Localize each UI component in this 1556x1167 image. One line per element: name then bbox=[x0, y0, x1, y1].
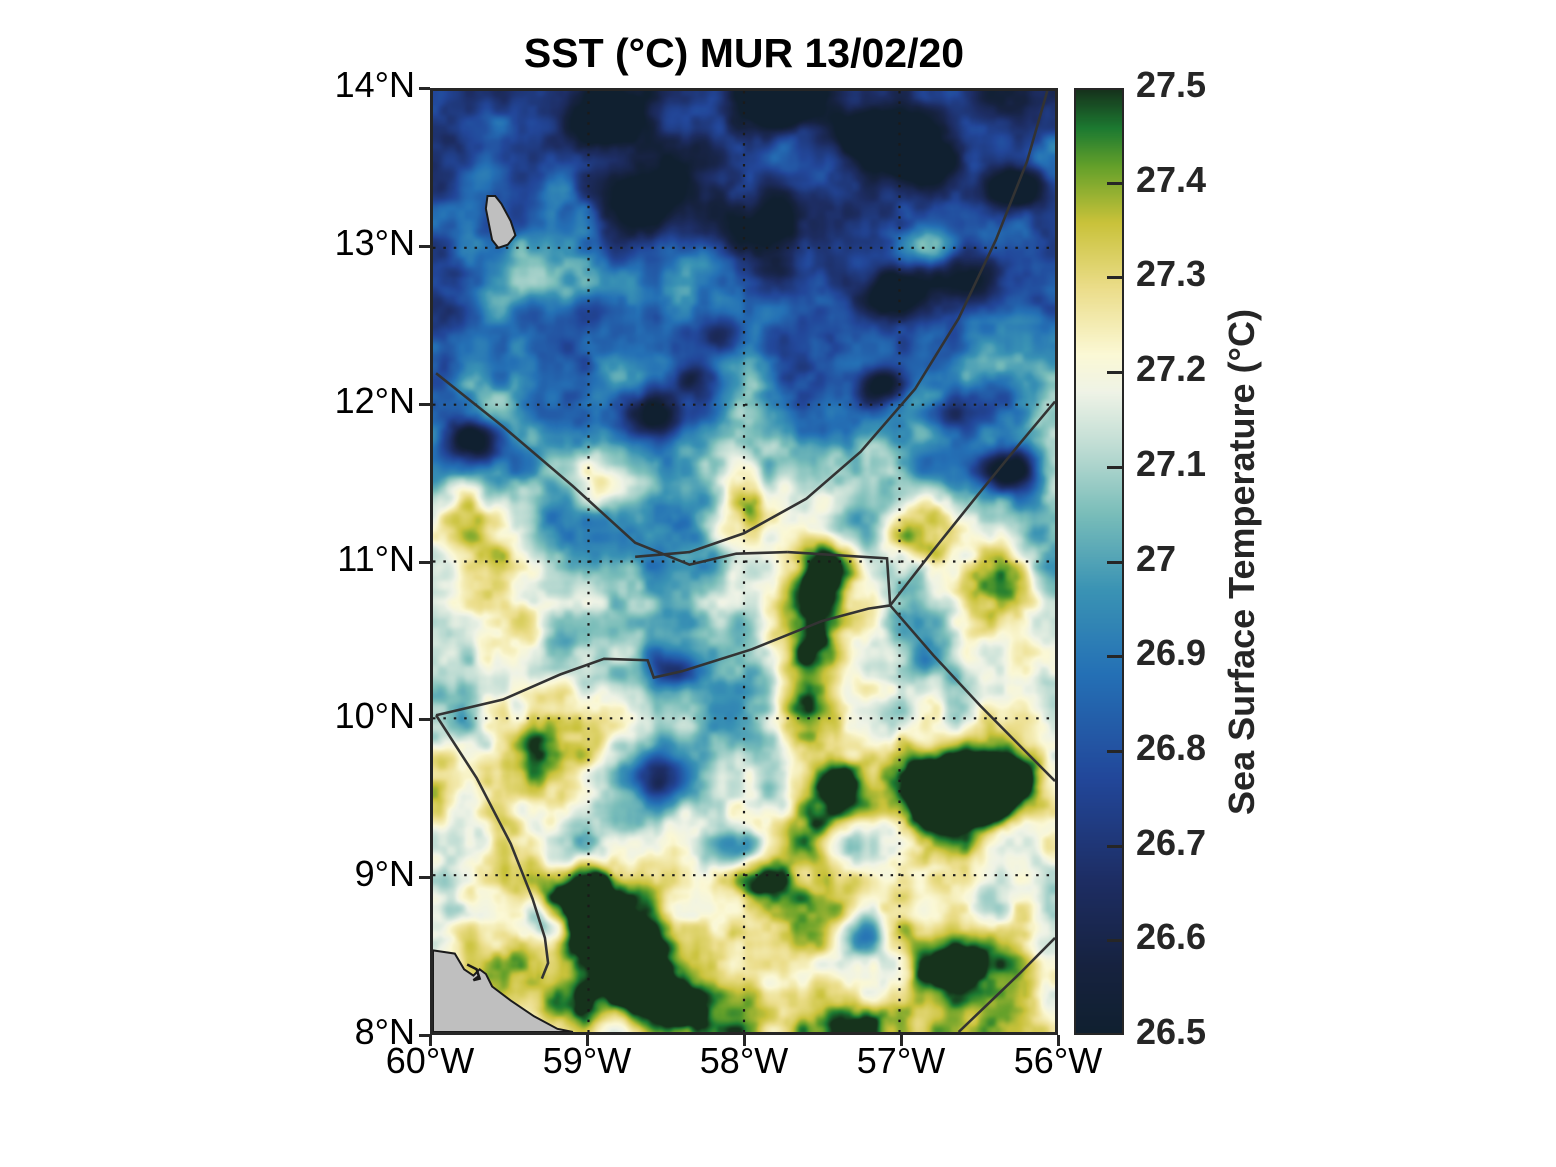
y-axis-tick-mark bbox=[419, 718, 430, 722]
coastal-inlet-detail bbox=[466, 963, 482, 982]
y-axis-tick-mark bbox=[419, 876, 430, 880]
colorbar-tick-mark bbox=[1107, 844, 1122, 848]
colorbar-tick-label: 26.9 bbox=[1136, 632, 1207, 674]
y-axis-tick-mark bbox=[419, 1034, 430, 1037]
eez-line-northwest-diagonal bbox=[435, 372, 788, 567]
colorbar-tick-mark bbox=[1107, 371, 1122, 375]
y-axis-tick-label: 8°N bbox=[354, 1011, 415, 1052]
eez-line-northeast-branch bbox=[889, 400, 1055, 607]
y-axis-tick-label: 11°N bbox=[337, 537, 415, 579]
y-axis-tick-label: 14°N bbox=[334, 64, 415, 105]
x-axis-tick-mark bbox=[743, 1035, 746, 1046]
x-axis-tick-label: 60°W bbox=[385, 1040, 475, 1081]
eez-line-tri-point-jog bbox=[787, 550, 892, 606]
eez-line-southeast-corner bbox=[957, 936, 1055, 1032]
x-axis-tick-mark bbox=[586, 1035, 589, 1046]
land-masses bbox=[433, 195, 574, 1032]
colorbar-tick-mark bbox=[1107, 276, 1122, 280]
y-axis-tick-label: 13°N bbox=[334, 221, 415, 263]
x-axis-tick-label: 57°W bbox=[856, 1040, 946, 1081]
eez-boundary-lines bbox=[434, 91, 1055, 1032]
y-axis-tick-mark bbox=[419, 244, 430, 248]
colorbar-tick-mark bbox=[1107, 749, 1122, 753]
y-axis-tick-mark bbox=[419, 87, 430, 90]
eez-line-barbados-arc bbox=[635, 91, 1049, 559]
y-axis-tick-mark bbox=[419, 402, 430, 406]
colorbar-tick-mark bbox=[1107, 655, 1122, 659]
colorbar-tick-label: 26.6 bbox=[1136, 916, 1207, 958]
y-axis-tick-label: 9°N bbox=[354, 853, 415, 895]
map-overlay-layer bbox=[433, 91, 1055, 1032]
x-axis-tick-label: 58°W bbox=[699, 1040, 789, 1081]
x-axis-tick-mark bbox=[900, 1035, 903, 1046]
colorbar-tick-mark bbox=[1107, 465, 1122, 469]
x-axis-tick-label: 59°W bbox=[542, 1040, 632, 1081]
y-axis-tick-label: 10°N bbox=[334, 695, 415, 737]
eez-line-southeast-branch bbox=[889, 604, 1055, 783]
colorbar-tick-label: 27.5 bbox=[1136, 64, 1207, 105]
colorbar-tick-label: 26.8 bbox=[1136, 726, 1207, 768]
colorbar-tick-label: 26.5 bbox=[1136, 1011, 1207, 1052]
x-axis-tick-mark bbox=[1057, 1035, 1060, 1046]
colorbar-tick-label: 27 bbox=[1136, 537, 1177, 579]
colorbar-axis-label: Sea Surface Temperature (°C) bbox=[1212, 88, 1272, 1035]
colorbar-tick-label: 27.2 bbox=[1136, 348, 1207, 390]
colorbar-tick-mark bbox=[1107, 560, 1122, 564]
y-axis-tick-mark bbox=[419, 560, 430, 564]
y-axis-tick-label: 12°N bbox=[334, 379, 415, 421]
south-america-mainland bbox=[433, 949, 574, 1032]
eez-line-guyana-west bbox=[434, 714, 550, 980]
x-axis-tick-mark bbox=[429, 1035, 432, 1046]
x-axis-tick-label: 56°W bbox=[1013, 1040, 1103, 1081]
colorbar-tick-mark bbox=[1107, 181, 1122, 185]
page-title: SST (°C) MUR 13/02/20 bbox=[523, 30, 965, 76]
colorbar-label-text: Sea Surface Temperature (°C) bbox=[1221, 308, 1262, 815]
colorbar-tick-label: 27.3 bbox=[1136, 253, 1207, 295]
barbados-island bbox=[484, 195, 517, 249]
eez-line-southwest-diagonal bbox=[435, 604, 891, 717]
map-plot-area[interactable] bbox=[430, 88, 1058, 1035]
colorbar-tick-mark bbox=[1107, 939, 1122, 943]
colorbar-tick-label: 26.7 bbox=[1136, 821, 1207, 863]
grid-lines bbox=[433, 91, 1055, 1032]
colorbar-tick-label: 27.4 bbox=[1136, 158, 1207, 200]
colorbar-tick-label: 27.1 bbox=[1136, 442, 1207, 484]
